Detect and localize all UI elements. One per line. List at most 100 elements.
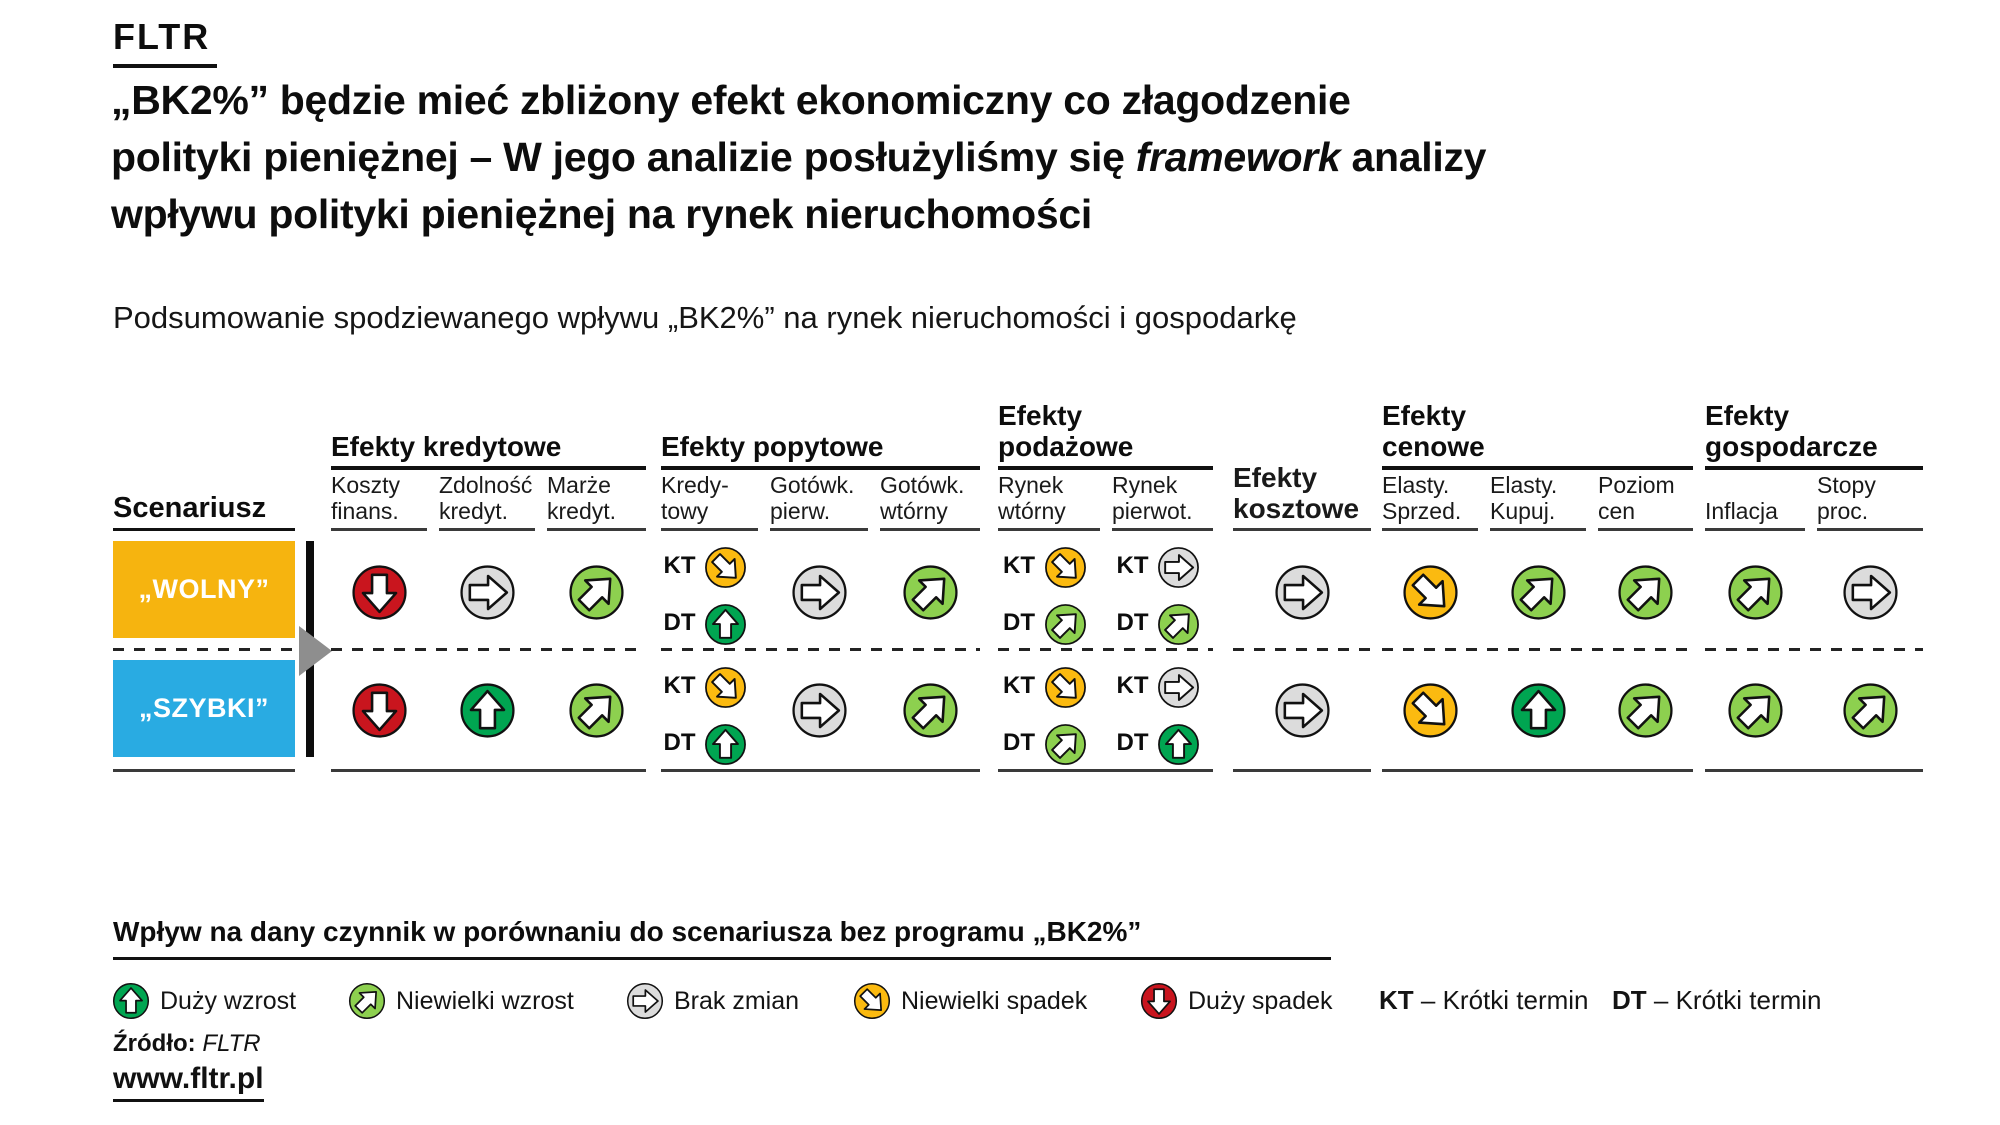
cell-szybki-koszty_finans-icon — [351, 682, 408, 739]
cell-szybki-kredytowy-dt-icon — [704, 723, 747, 766]
column-header-efekty_kosztowe: Efekty kosztowe — [1233, 462, 1360, 524]
brak-zmian-arrow-icon — [626, 982, 664, 1020]
cell-wolny-rynek_pierwot-dt-icon — [1157, 603, 1200, 646]
legend-underline — [113, 957, 1331, 960]
niewielki-spadek-arrow-icon — [705, 546, 746, 588]
cell-wolny-rynek_wtorny-dt-icon — [1044, 603, 1087, 646]
column-underline-inflacja — [1705, 528, 1805, 531]
group-bottom-rule-cenowe — [1382, 769, 1693, 772]
group-row-divider-gospodarcze — [1705, 648, 1923, 651]
title-line3: wpływu polityki pieniężnej na rynek nier… — [111, 191, 1092, 237]
cell-szybki-poziom_cen-icon — [1617, 682, 1674, 739]
group-header-podazowe: Efekty podażowe — [998, 400, 1134, 462]
group-header-gospodarcze: Efekty gospodarcze — [1705, 400, 1878, 462]
cell-szybki-kredytowy-kt-icon — [704, 666, 747, 709]
cell-szybki-rynek_pierwot-kt-icon — [1157, 666, 1200, 709]
brak-zmian-arrow-icon — [791, 682, 847, 738]
duzy-wzrost-arrow-icon — [459, 682, 515, 738]
scenario-box-szybki: „SZYBKI” — [113, 660, 295, 757]
duzy-spadek-arrow-icon — [1140, 982, 1178, 1020]
group-row-divider-popytowe — [661, 648, 980, 651]
niewielki-wzrost-arrow-icon — [569, 682, 624, 738]
column-underline-stopy_proc — [1817, 528, 1923, 531]
legend-brak-zmian-icon — [626, 982, 664, 1020]
column-underline-gotowk_pierw — [770, 528, 868, 531]
group-bottom-rule-gospodarcze — [1705, 769, 1923, 772]
column-header-gotowk_pierw: Gotówk. pierw. — [770, 472, 855, 524]
group-underline-podazowe — [998, 466, 1213, 470]
duzy-wzrost-arrow-icon — [112, 982, 150, 1020]
legend-term-dt: DT – Krótki termin — [1612, 985, 1822, 1015]
niewielki-wzrost-arrow-icon — [1842, 682, 1898, 738]
legend-label-brak-zmian: Brak zmian — [674, 987, 800, 1015]
term-label-dt-wolny-kredytowy: DT — [663, 609, 696, 636]
legend-term-kt: KT – Krótki termin — [1379, 985, 1589, 1015]
cell-szybki-efekty_kosztowe-icon — [1274, 682, 1331, 739]
group-underline-kredytowe — [331, 466, 646, 470]
scenario-box-wolny: „WOLNY” — [113, 541, 295, 638]
term-label-dt-szybki-rynek_pierwot: DT — [1116, 729, 1149, 756]
legend-label-duzy-wzrost: Duży wzrost — [160, 987, 297, 1015]
scenario-column-header: Scenariusz — [113, 492, 267, 524]
group-bottom-rule-podazowe — [998, 769, 1213, 772]
group-bottom-rule-kredytowe — [331, 769, 646, 772]
duzy-wzrost-arrow-icon — [1158, 723, 1199, 765]
scenario-bottom-rule — [113, 769, 295, 772]
niewielki-wzrost-arrow-icon — [569, 564, 624, 620]
cell-wolny-elasty_kupuj-icon — [1510, 564, 1567, 621]
group-bottom-rule-kosztowe — [1233, 769, 1371, 772]
niewielki-wzrost-arrow-icon — [348, 982, 386, 1020]
legend-label-niewielki-spadek: Niewielki spadek — [901, 987, 1088, 1015]
column-underline-elasty_kupuj — [1490, 528, 1586, 531]
column-header-stopy_proc: Stopy proc. — [1817, 472, 1876, 524]
cell-wolny-kredytowy-kt-icon — [704, 546, 747, 589]
cell-szybki-elasty_kupuj-icon — [1510, 682, 1567, 739]
column-header-rynek_pierwot: Rynek pierwot. — [1112, 472, 1193, 524]
cell-wolny-kredytowy-dt-icon — [704, 603, 747, 646]
column-header-zdolnosc_kredyt: Zdolność kredyt. — [439, 472, 533, 524]
duzy-spadek-arrow-icon — [351, 564, 407, 620]
column-underline-poziom_cen — [1598, 528, 1693, 531]
duzy-wzrost-arrow-icon — [1510, 682, 1566, 738]
cell-wolny-zdolnosc_kredyt-icon — [459, 564, 516, 621]
page-title: „BK2%” będzie mieć zbliżony efekt ekonom… — [111, 72, 1611, 243]
brak-zmian-arrow-icon — [791, 564, 847, 620]
cell-wolny-koszty_finans-icon — [351, 564, 408, 621]
title-line1: „BK2%” będzie mieć zbliżony efekt ekonom… — [111, 77, 1351, 123]
column-header-koszty_finans: Koszty finans. — [331, 472, 401, 524]
legend-label-niewielki-wzrost: Niewielki wzrost — [396, 987, 574, 1015]
group-bottom-rule-popytowe — [661, 769, 980, 772]
legend-duzy-spadek-icon — [1140, 982, 1178, 1020]
column-underline-gotowk_wtorny — [880, 528, 980, 531]
column-header-elasty_kupuj: Elasty. Kupuj. — [1490, 472, 1558, 524]
cell-wolny-marze_kredyt-icon — [568, 564, 625, 621]
column-header-marze_kredyt: Marże kredyt. — [547, 472, 617, 524]
term-label-dt-wolny-rynek_wtorny: DT — [1003, 609, 1035, 636]
group-underline-gospodarcze — [1705, 466, 1923, 470]
source-label: Źródło: — [113, 1030, 196, 1057]
niewielki-spadek-arrow-icon — [1402, 682, 1458, 738]
legend-duzy-wzrost-icon — [112, 982, 150, 1020]
niewielki-wzrost-arrow-icon — [902, 564, 958, 620]
logo-underline — [113, 64, 217, 68]
niewielki-spadek-arrow-icon — [853, 982, 891, 1020]
column-header-kredytowy: Kredy-towy — [661, 472, 729, 524]
cell-wolny-stopy_proc-icon — [1842, 564, 1899, 621]
niewielki-spadek-arrow-icon — [1044, 546, 1086, 588]
term-label-kt-szybki-kredytowy: KT — [663, 672, 696, 699]
group-row-divider-podazowe — [998, 648, 1213, 651]
cell-szybki-gotowk_pierw-icon — [791, 682, 848, 739]
niewielki-wzrost-arrow-icon — [1510, 564, 1566, 620]
cell-wolny-poziom_cen-icon — [1617, 564, 1674, 621]
group-underline-cenowe — [1382, 466, 1693, 470]
group-header-cenowe: Efekty cenowe — [1382, 400, 1485, 462]
cell-wolny-gotowk_wtorny-icon — [902, 564, 959, 621]
website-link[interactable]: www.fltr.pl — [113, 1062, 264, 1102]
column-underline-rynek_wtorny — [998, 528, 1100, 531]
source-value: FLTR — [202, 1030, 261, 1057]
group-underline-popytowe — [661, 466, 980, 470]
brak-zmian-arrow-icon — [1274, 682, 1330, 738]
cell-wolny-elasty_sprzed-icon — [1402, 564, 1459, 621]
term-label-kt-szybki-rynek_wtorny: KT — [1003, 672, 1035, 699]
duzy-wzrost-arrow-icon — [705, 603, 746, 645]
